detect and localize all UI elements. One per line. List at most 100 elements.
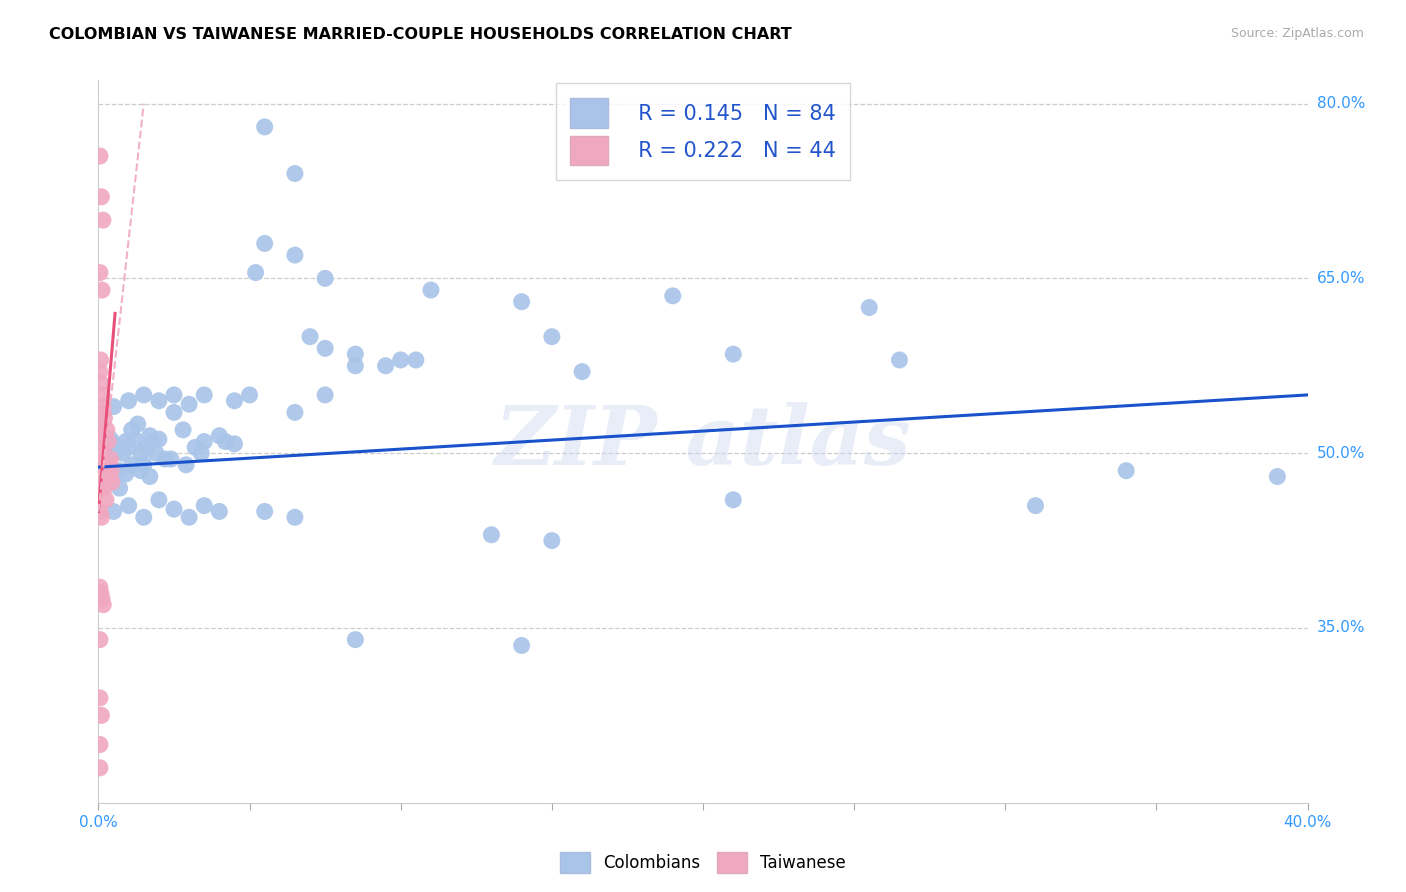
Point [253, 120, 276, 134]
Point [299, 329, 322, 343]
Point [89, 475, 111, 490]
Text: ZIP atlas: ZIP atlas [495, 401, 911, 482]
Point [132, 458, 155, 472]
Point [239, 388, 262, 402]
Point [214, 434, 236, 449]
Point [314, 388, 336, 402]
Point [90, 190, 112, 204]
Point [284, 167, 307, 181]
Point [253, 236, 276, 251]
Point [91, 464, 114, 478]
Point [193, 434, 215, 449]
Point [224, 393, 246, 408]
Point [163, 405, 186, 419]
Point [208, 428, 231, 442]
Point [100, 452, 122, 467]
Point [160, 452, 183, 467]
Point [344, 347, 367, 361]
Point [90, 586, 112, 600]
Point [132, 388, 155, 402]
Point [284, 248, 307, 262]
Text: 35.0%: 35.0% [1317, 621, 1365, 635]
Point [89, 149, 111, 163]
Point [245, 266, 267, 280]
Point [90, 428, 112, 442]
Point [91, 405, 114, 419]
Point [91, 283, 114, 297]
Point [96, 452, 118, 467]
Point [96, 423, 118, 437]
Point [858, 301, 880, 315]
Point [118, 499, 141, 513]
Point [100, 469, 122, 483]
Point [108, 464, 131, 478]
Point [91, 400, 114, 414]
Point [142, 434, 165, 449]
Point [184, 441, 207, 455]
Point [89, 266, 111, 280]
Point [172, 423, 194, 437]
Text: COLOMBIAN VS TAIWANESE MARRIED-COUPLE HOUSEHOLDS CORRELATION CHART: COLOMBIAN VS TAIWANESE MARRIED-COUPLE HO… [49, 27, 792, 42]
Point [91, 388, 114, 402]
Point [571, 365, 593, 379]
Point [118, 393, 141, 408]
Point [90, 353, 112, 368]
Point [127, 417, 149, 431]
Point [661, 289, 683, 303]
Point [314, 341, 336, 355]
Point [91, 213, 114, 227]
Point [108, 481, 131, 495]
Point [90, 510, 112, 524]
Point [723, 492, 745, 507]
Point [510, 294, 533, 309]
Point [91, 441, 114, 455]
Point [889, 353, 911, 368]
Point [148, 492, 170, 507]
Point [89, 580, 111, 594]
Text: 65.0%: 65.0% [1317, 271, 1365, 286]
Point [93, 481, 115, 495]
Point [91, 591, 114, 606]
Point [91, 434, 114, 449]
Point [163, 388, 186, 402]
Point [98, 458, 121, 472]
Point [101, 475, 124, 490]
Point [389, 353, 412, 368]
Point [89, 632, 111, 647]
Point [132, 510, 155, 524]
Point [124, 432, 146, 446]
Point [153, 452, 176, 467]
Point [405, 353, 427, 368]
Point [100, 464, 122, 478]
Point [135, 441, 157, 455]
Point [94, 492, 117, 507]
Point [148, 432, 170, 446]
Point [1024, 499, 1046, 513]
Point [193, 388, 215, 402]
Point [118, 441, 141, 455]
Point [129, 464, 152, 478]
Point [284, 405, 307, 419]
Point [114, 467, 136, 482]
Point [139, 428, 162, 442]
Point [121, 423, 143, 437]
Point [420, 283, 443, 297]
Point [89, 446, 111, 460]
Point [344, 359, 367, 373]
Point [103, 504, 125, 518]
Point [174, 458, 197, 472]
Point [224, 437, 246, 451]
Point [208, 504, 231, 518]
Point [89, 365, 111, 379]
Point [253, 504, 276, 518]
Point [114, 434, 136, 449]
Point [89, 423, 111, 437]
Point [374, 359, 396, 373]
Point [91, 458, 114, 472]
Point [1115, 464, 1137, 478]
Text: 80.0%: 80.0% [1317, 96, 1365, 112]
Point [139, 469, 162, 483]
Text: 50.0%: 50.0% [1317, 446, 1365, 460]
Point [193, 499, 215, 513]
Point [179, 510, 201, 524]
